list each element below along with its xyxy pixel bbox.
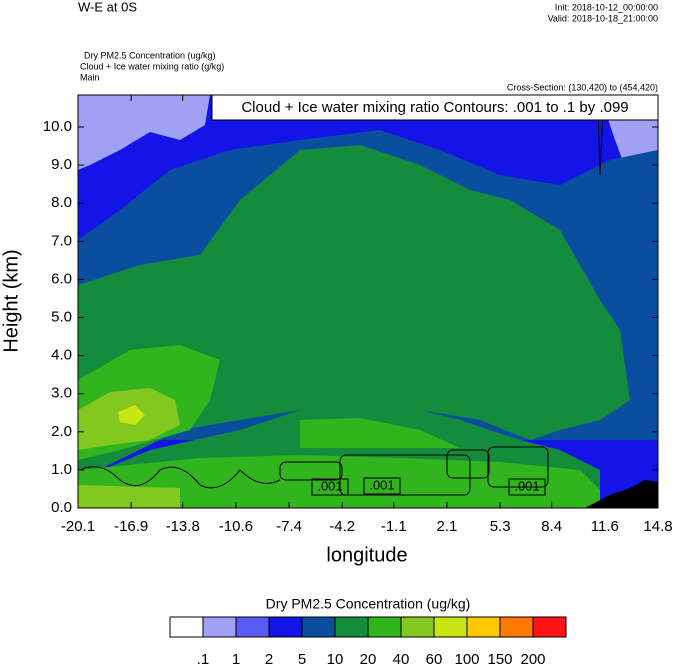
x-tick-label: 14.8	[643, 518, 672, 535]
contour-line	[597, 109, 604, 176]
field-label: Cloud + Ice water mixing ratio (g/kg)	[80, 61, 224, 71]
colorbar-label: 2	[265, 651, 273, 667]
note-box	[211, 94, 659, 121]
init-time: Init: 2018-10-12_00:00:00	[555, 2, 658, 12]
x-tick-label: -13.8	[166, 518, 200, 535]
x-tick-label: 11.6	[591, 518, 619, 535]
colorbar-box	[367, 616, 402, 638]
plot-area: .001 .001 .001	[77, 94, 659, 509]
field-label: Dry PM2.5 Concentration (ug/kg)	[84, 50, 216, 60]
y-axis-label: Height (km)	[0, 249, 22, 352]
contour-fills	[78, 95, 658, 508]
contour-fill	[78, 485, 180, 508]
colorbar-box	[400, 616, 435, 638]
x-tick-label: 5.3	[490, 518, 511, 535]
y-tick-label: 8.0	[51, 194, 72, 211]
contour-fill	[118, 405, 145, 425]
colorbar-box	[334, 616, 369, 638]
contour-label: .001	[514, 478, 539, 493]
contour-note: Cloud + Ice water mixing ratio Contours:…	[241, 99, 628, 116]
colorbar-label: 150	[487, 651, 512, 667]
y-tick-label: 9.0	[51, 156, 72, 173]
contour-fill	[300, 418, 460, 448]
x-tick-label: -1.1	[381, 518, 407, 535]
colorbar-box	[235, 616, 270, 638]
colorbar-label: 20	[360, 651, 377, 667]
x-tick-label: -16.9	[114, 518, 148, 535]
y-tick-label: 6.0	[51, 270, 72, 287]
y-tick-label: 1.0	[51, 461, 72, 478]
cross-section: Cross-Section: (130,420) to (454,420)	[507, 82, 658, 92]
y-tick-label: 3.0	[51, 385, 72, 402]
contour-lines	[79, 109, 604, 496]
colorbar-box	[532, 616, 567, 638]
colorbar-box	[499, 616, 534, 638]
contour-fill	[78, 145, 630, 480]
colorbar-label: 60	[426, 651, 443, 667]
terrain	[585, 480, 658, 508]
contour-line	[446, 449, 490, 479]
x-tick-label: 8.4	[541, 518, 562, 535]
contour-line	[339, 454, 471, 496]
colorbar-label: 200	[520, 651, 545, 667]
colorbar-box	[466, 616, 501, 638]
x-tick-label: -4.2	[329, 518, 355, 535]
x-tick-label: -10.6	[219, 518, 253, 535]
colorbar-label: 10	[327, 651, 344, 667]
y-tick-label: 5.0	[51, 308, 72, 325]
colorbar-box	[268, 616, 303, 638]
colorbar-box	[202, 616, 237, 638]
y-tick-label: 4.0	[51, 347, 72, 364]
x-axis-label: longitude	[326, 544, 407, 566]
contour-label: .001	[369, 477, 394, 492]
contour-line	[79, 466, 281, 489]
colorbar-label: .1	[197, 651, 210, 667]
colorbar-label: 5	[298, 651, 306, 667]
colorbar-label: 100	[454, 651, 479, 667]
colorbar-label: 1	[232, 651, 240, 667]
y-tick-label: 10.0	[43, 118, 72, 135]
y-tick-label: 0.0	[51, 499, 72, 516]
contour-label-box	[311, 478, 349, 496]
chart-title: W-E at 0S	[78, 0, 137, 14]
valid-time: Valid: 2018-10-18_21:00:00	[548, 13, 658, 23]
colorbar-title: Dry PM2.5 Concentration (ug/kg)	[266, 596, 471, 612]
contour-line	[487, 446, 549, 488]
contour-fill	[78, 95, 210, 170]
field-label: Main	[80, 72, 100, 82]
x-tick-label: 2.1	[437, 518, 458, 535]
y-tick-label: 7.0	[51, 232, 72, 249]
contour-label: .001	[317, 478, 342, 493]
contour-label-box	[508, 478, 546, 496]
colorbar-box	[301, 616, 336, 638]
x-tick-label: -20.1	[61, 518, 95, 535]
colorbar-box	[169, 616, 204, 638]
contour-label-box	[363, 477, 401, 495]
y-tick-label: 2.0	[51, 423, 72, 440]
colorbar-label: 40	[393, 651, 410, 667]
contour-line	[279, 461, 343, 481]
x-tick-label: -7.4	[276, 518, 302, 535]
colorbar-box	[433, 616, 468, 638]
